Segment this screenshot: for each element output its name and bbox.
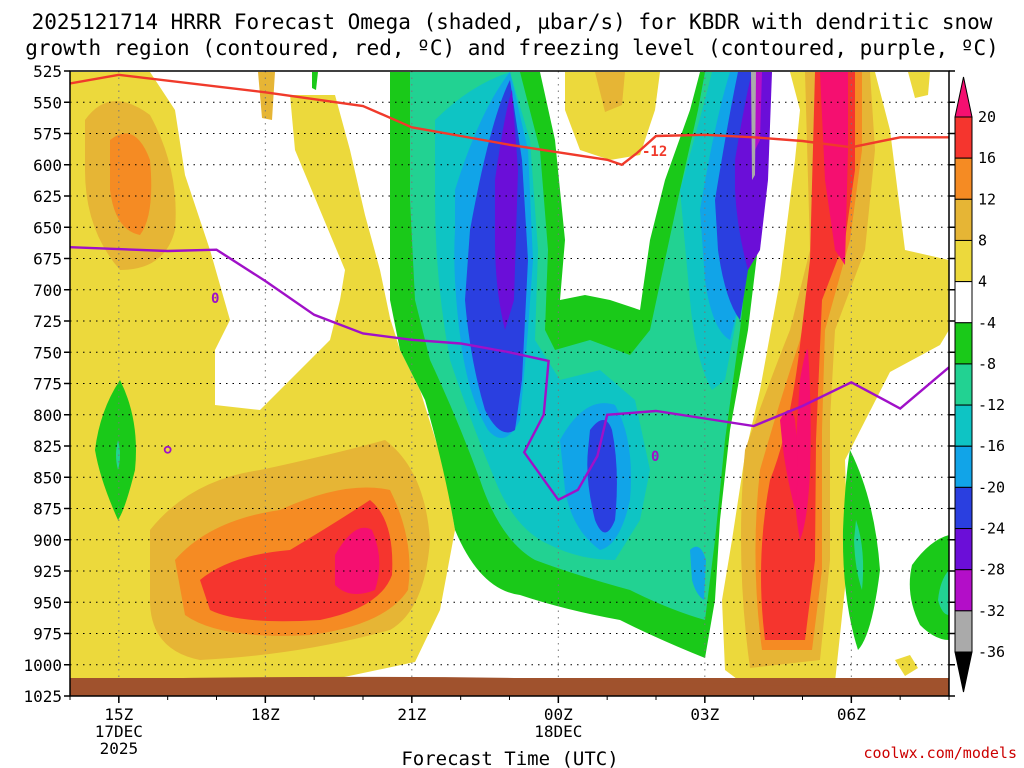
y-tick-label: 950 [33, 593, 62, 612]
y-tick-label: 875 [33, 500, 62, 519]
shade-magenta-right-top [820, 72, 848, 265]
colorbar-label: 16 [978, 149, 996, 167]
colorbar-label: -4 [978, 314, 996, 332]
shade-yellow-small-2 [895, 655, 918, 676]
y-tick-label: 850 [33, 468, 62, 487]
colorbar-label: 20 [978, 108, 996, 126]
x-tick-date: 17DEC [95, 722, 143, 741]
y-tick-label: 975 [33, 625, 62, 644]
freezing-label-1: 0 [211, 291, 219, 307]
shade-magenta-lower [335, 527, 380, 594]
y-tick-label: 625 [33, 187, 62, 206]
omega-shading [70, 72, 949, 692]
colorbar-label: 8 [978, 231, 987, 249]
colorbar-swatch [954, 445, 973, 488]
shade-magenta-right [794, 349, 811, 540]
credit-text: coolwx.com/models [863, 744, 1017, 762]
x-tick-label: 21Z [397, 705, 426, 724]
shade-gray-right [751, 72, 756, 180]
y-tick-label: 650 [33, 218, 62, 237]
colorbar-label: -8 [978, 355, 996, 373]
freezing-level-isolated-contour [163, 445, 172, 454]
colorbar-label: -24 [978, 520, 1005, 538]
shade-lt-orange-top2 [595, 72, 625, 112]
colorbar-bottom-arrow [954, 651, 973, 693]
colorbar-label: -36 [978, 643, 1005, 661]
shade-green-top-sliver [312, 72, 318, 90]
colorbar-label: 4 [978, 273, 987, 291]
shade-green-left-blob [95, 380, 136, 520]
x-tick-label: 06Z [837, 705, 866, 724]
y-tick-label: 800 [33, 406, 62, 425]
y-tick-label: 675 [33, 250, 62, 269]
y-tick-label: 525 [33, 62, 62, 81]
colorbar-swatch [954, 528, 973, 571]
colorbar: 20 16 12 8 4 -4 -8 -12 -16 -20 -24 -28 -32 -36 [954, 76, 1005, 693]
colorbar-label: -20 [978, 478, 1005, 496]
shade-magenta-right-lower [780, 410, 798, 510]
shade-yellow-upper-mid [565, 72, 660, 160]
colorbar-swatch [954, 569, 973, 612]
colorbar-swatch [954, 610, 973, 653]
colorbar-label: -32 [978, 602, 1005, 620]
chart-title-line2: growth region (contoured, red, ºC) and f… [25, 36, 999, 60]
y-tick-label: 550 [33, 93, 62, 112]
dendritic-contour-line [70, 73, 949, 167]
colorbar-swatch [954, 157, 973, 200]
colorbar-swatch [954, 239, 973, 283]
x-tick-label: 03Z [690, 705, 719, 724]
dendritic-contour-label: -12 [642, 144, 667, 160]
shade-teal-right-blob [854, 520, 864, 590]
y-tick-label: 750 [33, 343, 62, 362]
y-tick-label: 725 [33, 312, 62, 331]
y-tick-label: 775 [33, 375, 62, 394]
freezing-label-2: 0 [651, 449, 659, 465]
colorbar-label: 12 [978, 190, 996, 208]
x-tick-year: 2025 [100, 739, 139, 758]
y-tick-label: 900 [33, 531, 62, 550]
shade-green-far-right [909, 535, 949, 640]
colorbar-swatch [954, 404, 973, 447]
shade-teal-far-right [938, 570, 949, 615]
shade-yellow-small-1 [908, 72, 930, 98]
colorbar-label: -16 [978, 437, 1005, 455]
chart-title-line1: 2025121714 HRRR Forecast Omega (shaded, … [32, 10, 993, 34]
y-tick-label: 575 [33, 125, 62, 144]
x-tick-label: 18Z [251, 705, 280, 724]
shade-teal-bottom [690, 546, 706, 600]
grid-lines [70, 71, 949, 696]
shade-blue-lower [587, 420, 617, 533]
y-tick-label: 925 [33, 562, 62, 581]
colorbar-swatch [954, 198, 973, 241]
shade-purple-main [495, 90, 518, 330]
y-tick-label: 600 [33, 156, 62, 175]
y-axis: 525 550 575 600 625 650 675 700 725 750 775 800 825 8… [23, 62, 955, 706]
x-tick-label: 15Z [104, 705, 133, 724]
colorbar-swatch [954, 363, 973, 406]
colorbar-swatch [954, 116, 973, 159]
x-tick-date: 18DEC [534, 722, 582, 741]
y-tick-label: 1000 [23, 656, 62, 675]
colorbar-swatch [954, 281, 973, 324]
colorbar-top-arrow [954, 76, 973, 118]
y-tick-label: 1025 [23, 687, 62, 706]
x-axis-label: Forecast Time (UTC) [401, 748, 618, 768]
terrain-surface [70, 676, 949, 696]
colorbar-swatch [954, 486, 973, 530]
colorbar-swatch [954, 322, 973, 365]
shade-lt-orange-top [258, 72, 275, 120]
x-tick-label: 00Z [544, 705, 573, 724]
shade-orange-left [110, 133, 152, 235]
y-tick-label: 825 [33, 437, 62, 456]
colorbar-label: -28 [978, 561, 1005, 579]
colorbar-label: -12 [978, 396, 1005, 414]
freezing-level-contour-line [70, 246, 949, 502]
y-tick-label: 700 [33, 281, 62, 300]
